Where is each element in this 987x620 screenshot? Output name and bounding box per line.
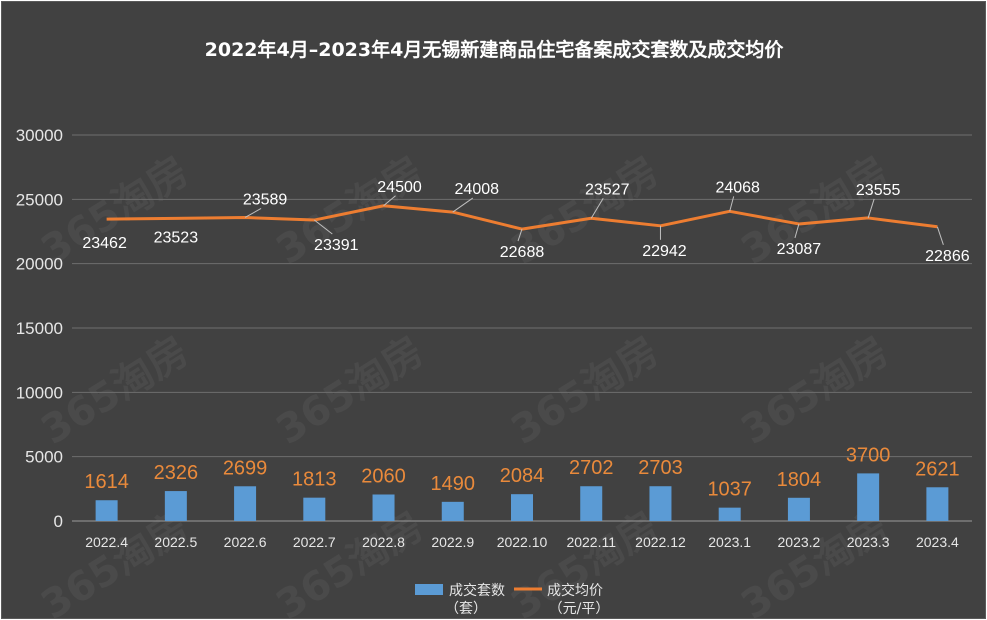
leader-line [794,223,800,239]
bar-data-labels: 1614 2326 2699 1813 2060 1490 2084 2702 2703 1037… [84,444,959,500]
watermark-text: 365淘房 [504,328,667,454]
bar-data-label: 2702 [569,457,614,479]
bar [95,500,118,521]
bar [372,494,395,521]
bar-data-label: 1490 [431,473,476,495]
x-tick-label: 2022.5 [154,534,197,550]
bar-series [95,473,949,521]
bar-data-label: 2326 [154,462,199,484]
bar [234,486,257,521]
x-tick-label: 2022.9 [431,534,474,550]
leader-line [729,196,735,212]
leader-line [517,228,523,242]
bar-data-label: 1614 [84,471,129,493]
line-data-label: 22866 [925,248,970,265]
bar-data-label: 2699 [223,457,268,479]
bar [580,486,603,521]
x-tick-label: 2022.4 [85,534,128,550]
legend: 成交套数 （套） 成交均价 （元/平） [415,582,609,617]
leader-line [867,198,875,219]
x-tick-label: 2022.7 [293,534,336,550]
bar [441,501,464,521]
bar [511,494,533,521]
x-tick-label: 2023.4 [916,534,959,550]
legend-swatch-bar [415,584,443,595]
x-tick-label: 2022.12 [635,534,686,550]
leader-line [244,208,262,218]
x-tick-label: 2023.1 [708,534,751,550]
leader-line [314,219,333,235]
bar-data-label: 2703 [638,457,683,479]
legend-unit-line: （元/平） [549,601,610,617]
x-tick-label: 2023.3 [847,534,890,550]
leader-line [452,197,474,213]
line-data-label: 23087 [777,241,822,258]
y-tick-label: 20000 [16,255,63,274]
bar [164,491,187,521]
bar [787,497,810,521]
legend-unit-bar: （套） [445,601,487,617]
legend-label-bar: 成交套数 [449,582,505,599]
watermark-text: 365淘房 [734,328,897,454]
line-data-label: 22942 [642,243,687,260]
bar-data-label: 1813 [292,469,337,491]
line-data-labels: 23462 23523 23589 23391 24500 24008 22688 23527… [82,179,969,265]
leader-line [936,226,944,245]
line-data-label: 24008 [455,181,500,198]
x-tick-label: 2022.8 [362,534,405,550]
x-tick-label: 2022.11 [566,534,616,550]
line-data-label: 23527 [585,181,630,198]
watermark-text: 365淘房 [269,328,432,454]
bar [718,507,741,521]
chart-title: 2022年4月–2023年4月无锡新建商品住宅备案成交套数及成交均价 [205,38,785,61]
line-data-label: 23523 [154,229,199,246]
bar [649,486,672,521]
bar [303,497,326,521]
bar-data-label: 3700 [846,444,891,466]
y-tick-label: 30000 [16,126,63,145]
x-tick-label: 2022.6 [224,534,267,550]
y-tick-label: 5000 [25,448,63,467]
leader-line [383,195,396,207]
bar-data-label: 2621 [915,458,960,480]
y-tick-label: 15000 [16,319,63,338]
x-tick-label: 2023.2 [778,534,821,550]
y-tick-label: 0 [54,512,63,531]
line-data-label: 23462 [82,235,127,252]
line-data-label: 23555 [856,182,901,199]
bar-data-label: 2084 [500,465,545,487]
x-axis: 2022.4 2022.5 2022.6 2022.7 2022.8 2022.9 2022… [85,534,959,550]
x-tick-label: 2022.10 [497,534,548,550]
line-data-label: 22688 [500,244,545,261]
bar [926,487,949,521]
leader-line [590,198,604,219]
bar-data-label: 1804 [777,469,822,491]
y-tick-label: 10000 [16,383,63,402]
bar-data-label: 2060 [361,465,406,487]
y-axis: 0 5000 10000 15000 20000 25000 30000 [16,126,63,531]
line-data-label: 23589 [243,191,288,208]
watermark-text: 365淘房 [269,148,432,274]
line-data-label: 24068 [715,179,760,196]
bar [857,473,880,521]
bar-data-label: 1037 [707,479,752,501]
line-data-label: 24500 [377,179,422,196]
y-tick-label: 25000 [16,190,63,209]
line-data-label: 23391 [314,237,359,254]
legend-label-line: 成交均价 [547,582,603,599]
